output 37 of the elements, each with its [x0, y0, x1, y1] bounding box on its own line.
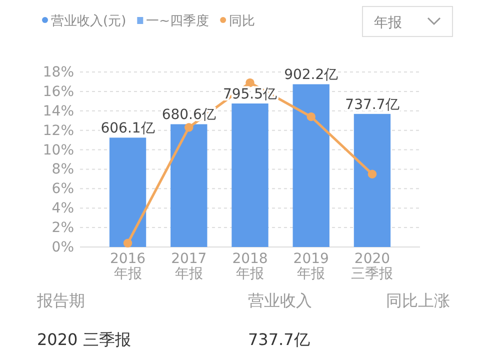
bar [232, 103, 268, 247]
text: 一~四季度 [146, 13, 210, 29]
legend-label: 营业收入(元) [51, 14, 126, 29]
y-tick-label: 4% [52, 200, 74, 217]
y-tick-label: 12% [42, 122, 74, 139]
data-label: 606.1亿 [100, 120, 155, 137]
text: 同比上涨 [386, 291, 450, 310]
y-tick-label: 2% [52, 220, 74, 236]
text: 报告期 [36, 291, 85, 310]
x-tick-label: 2016 年报 [110, 251, 146, 282]
text: 737.7亿 [248, 330, 310, 349]
data-label: 902.2亿 [284, 67, 338, 84]
bar [170, 124, 208, 247]
y-tick-label: 0% [52, 239, 74, 256]
text: 2020 三季报 [37, 330, 131, 349]
y-tick-label: 18% [42, 64, 74, 80]
x-tick-label: 2017 年报 [171, 251, 207, 282]
bar [109, 138, 146, 247]
x-tick-label: 2018 年报 [232, 251, 268, 282]
dropdown-field: 年报 [362, 6, 453, 37]
bar [292, 84, 330, 247]
legend-label: 同比 [229, 14, 256, 29]
x-tick-label: 2019 年报 [293, 251, 329, 282]
text: 营业收入 [248, 291, 312, 310]
data-label: 737.7亿 [345, 96, 400, 113]
x-tick-label: 2020 三季报 [351, 251, 394, 282]
point [306, 112, 316, 122]
bar [354, 114, 391, 247]
y-tick-label: 14% [42, 103, 74, 120]
point [184, 123, 194, 132]
y-tick-label: 8% [52, 162, 74, 178]
point [368, 170, 377, 178]
y-tick-label: 6% [52, 181, 74, 198]
y-tick-label: 10% [42, 142, 74, 158]
point [123, 238, 132, 248]
point [246, 78, 254, 88]
y-tick-label: 16% [42, 84, 74, 100]
